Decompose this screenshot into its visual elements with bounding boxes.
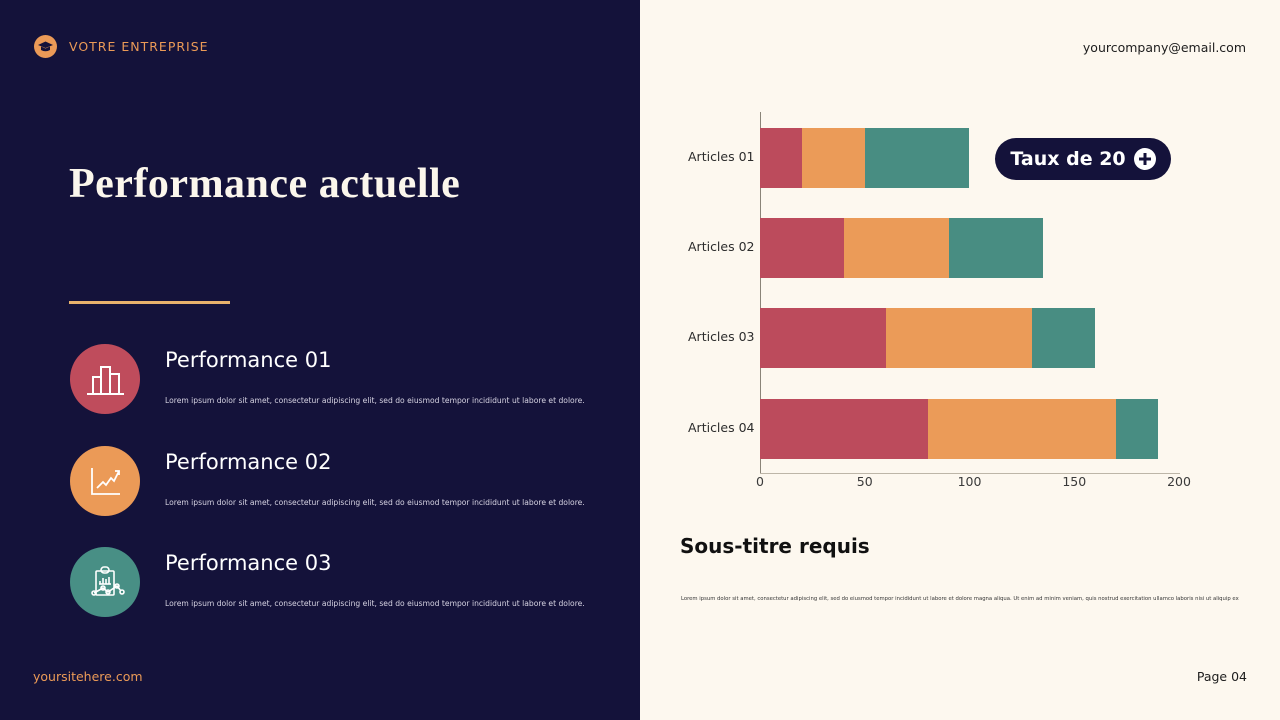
category-label: Articles 02 <box>688 239 755 254</box>
performance-title: Performance 01 <box>165 348 332 372</box>
bar-row <box>760 399 1159 459</box>
performance-title: Performance 03 <box>165 551 332 575</box>
x-tick-label: 0 <box>756 474 764 489</box>
performance-description: Lorem ipsum dolor sit amet, consectetur … <box>165 599 585 608</box>
y-axis <box>760 112 761 474</box>
graduation-cap-icon <box>34 35 57 58</box>
performance-item-3: Performance 03 Lorem ipsum dolor sit ame… <box>70 547 590 619</box>
x-tick-label: 150 <box>1062 474 1087 489</box>
brand: VOTRE ENTREPRISE <box>34 35 209 58</box>
bar-segment <box>864 128 970 188</box>
performance-description: Lorem ipsum dolor sit amet, consectetur … <box>165 498 585 507</box>
right-panel: yourcompany@email.com Articles 01 Article… <box>640 0 1280 720</box>
website-link[interactable]: yoursitehere.com <box>33 669 143 684</box>
section-subtitle: Sous-titre requis <box>680 534 870 558</box>
bar-segment <box>927 399 1117 459</box>
bar-segment <box>760 308 886 368</box>
bar-segment <box>1032 308 1096 368</box>
x-tick-label: 200 <box>1167 474 1191 489</box>
page-number: Page 04 <box>1196 669 1247 684</box>
performance-title: Performance 02 <box>165 450 332 474</box>
section-body: Lorem ipsum dolor sit amet, consectetur … <box>681 596 1239 602</box>
bar-row <box>760 308 1096 368</box>
performance-item-1: Performance 01 Lorem ipsum dolor sit ame… <box>70 344 590 416</box>
category-label: Articles 04 <box>688 420 755 435</box>
rate-badge[interactable]: Taux de 20 <box>995 138 1171 180</box>
trend-up-icon <box>70 446 140 516</box>
clipboard-analytics-icon <box>70 547 140 617</box>
x-tick-label: 50 <box>856 474 873 489</box>
bar-segment <box>843 218 949 278</box>
category-label: Articles 03 <box>688 329 755 344</box>
bar-segment <box>760 218 844 278</box>
title-divider <box>69 301 230 304</box>
x-tick-label: 100 <box>957 474 982 489</box>
bar-segment <box>1116 399 1159 459</box>
bar-chart-icon <box>70 344 140 414</box>
bar-segment <box>885 308 1033 368</box>
left-panel: VOTRE ENTREPRISE Performance actuelle Pe… <box>0 0 640 720</box>
brand-name: VOTRE ENTREPRISE <box>69 39 209 54</box>
x-axis <box>760 473 1180 474</box>
bar-segment <box>801 128 865 188</box>
performance-description: Lorem ipsum dolor sit amet, consectetur … <box>165 396 585 405</box>
stacked-bar-chart: Articles 01 Articles 02 Articles 03 Article… <box>640 0 1280 520</box>
email-link[interactable]: yourcompany@email.com <box>1082 40 1246 55</box>
bar-segment <box>948 218 1043 278</box>
bar-row <box>760 218 1043 278</box>
page-title: Performance actuelle <box>69 161 461 207</box>
category-label: Articles 01 <box>688 149 755 164</box>
bar-row <box>760 128 970 188</box>
plus-circle-icon <box>1133 148 1156 170</box>
bar-segment <box>760 399 928 459</box>
badge-label: Taux de 20 <box>1010 148 1126 170</box>
performance-item-2: Performance 02 Lorem ipsum dolor sit ame… <box>70 446 590 518</box>
bar-segment <box>760 128 802 188</box>
